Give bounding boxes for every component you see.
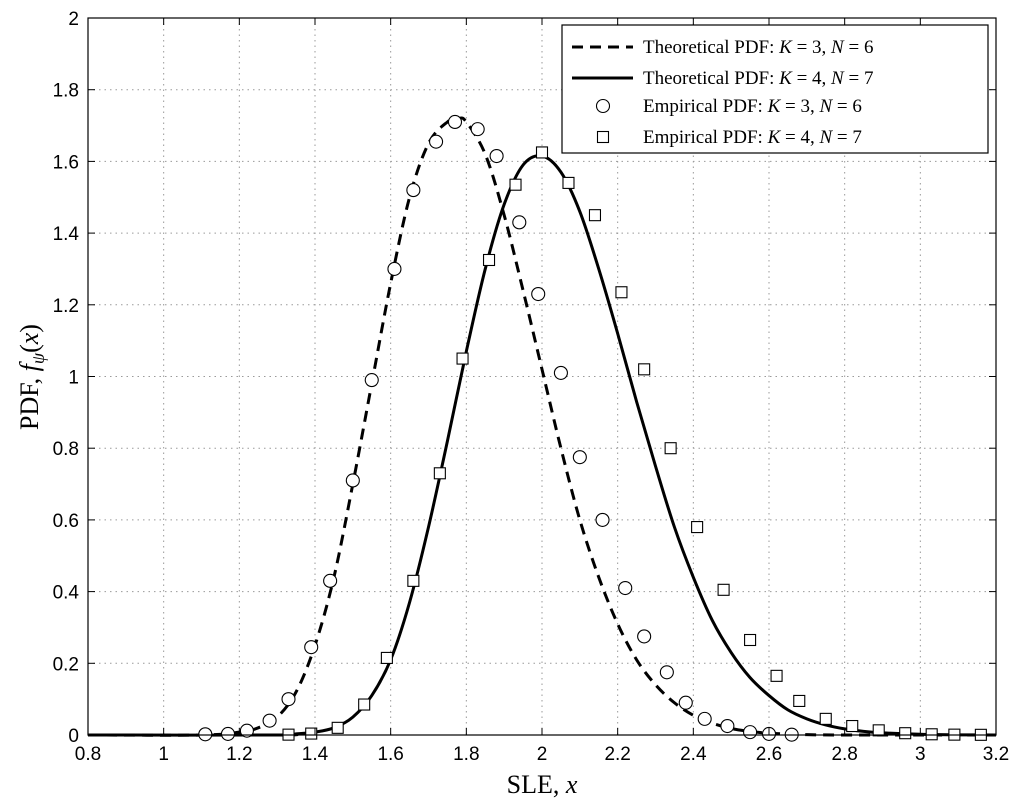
x-tick-label: 2.6 bbox=[756, 744, 782, 765]
y-tick-label: 1.4 bbox=[53, 224, 80, 245]
series-3-point bbox=[509, 178, 522, 191]
series-2-point bbox=[572, 450, 587, 465]
y-tick-label: 0 bbox=[68, 726, 79, 747]
series-3-point bbox=[664, 442, 677, 455]
legend-label: Theoretical PDF: K = 3, N = 6 bbox=[643, 37, 873, 58]
series-2-point bbox=[429, 134, 444, 149]
series-3-point bbox=[846, 719, 859, 733]
series-3-point bbox=[535, 146, 549, 159]
series-2-point bbox=[239, 723, 254, 738]
x-tick-label: 1.6 bbox=[377, 744, 403, 765]
y-axis-title: PDF, fψ(x) bbox=[15, 324, 48, 430]
y-tick-label: 0.8 bbox=[53, 439, 79, 460]
x-tick-label: 0.8 bbox=[75, 744, 101, 765]
series-2-point bbox=[678, 695, 693, 710]
legend-marker-swatch bbox=[595, 98, 611, 114]
series-3-point bbox=[770, 669, 783, 682]
legend-label: Theoretical PDF: K = 4, N = 7 bbox=[643, 68, 873, 89]
series-2-point bbox=[304, 640, 319, 655]
x-tick-label: 1 bbox=[158, 744, 169, 765]
series-3-point bbox=[562, 176, 575, 189]
series-3-point bbox=[899, 727, 912, 740]
x-tick-label: 1.4 bbox=[302, 744, 329, 765]
x-tick-label: 3 bbox=[915, 744, 926, 765]
series-3-point bbox=[691, 521, 704, 534]
y-tick-label: 1 bbox=[68, 368, 79, 389]
series-3-point bbox=[380, 651, 393, 664]
x-tick-label: 2 bbox=[537, 744, 548, 765]
series-3-point bbox=[305, 727, 318, 740]
series-3-point bbox=[717, 583, 730, 596]
series-3-point bbox=[793, 694, 806, 707]
series-3-point bbox=[819, 712, 832, 725]
x-axis-title: SLE, x bbox=[507, 770, 578, 799]
grid bbox=[88, 18, 996, 735]
series-2-point bbox=[323, 573, 338, 588]
series-2-point bbox=[406, 183, 421, 198]
legend: Theoretical PDF: K = 3, N = 6 Theoretical… bbox=[561, 24, 989, 154]
series-2-point bbox=[364, 373, 379, 388]
series-3-point bbox=[588, 209, 602, 222]
series-2-point bbox=[198, 727, 213, 742]
series-2-point bbox=[531, 286, 546, 302]
legend-label: Empirical PDF: K = 3, N = 6 bbox=[643, 96, 862, 117]
tick-labels: 0.8 1 1.2 1.4 1.6 1.8 2 2.2 2.4 2.6 2.8 3 3.2 0 0.2 0.4… bbox=[53, 9, 1010, 765]
series-2-point bbox=[720, 718, 735, 734]
legend-marker-swatch bbox=[596, 130, 610, 144]
series-3-point bbox=[358, 698, 371, 711]
legend-entry: Theoretical PDF: K = 4, N = 7 bbox=[572, 68, 873, 89]
series-3-point bbox=[482, 253, 496, 267]
x-tick-label: 2.4 bbox=[680, 744, 707, 765]
series-2-point bbox=[697, 711, 712, 726]
legend-entry: Theoretical PDF: K = 3, N = 6 bbox=[572, 37, 873, 58]
legend-label: Empirical PDF: K = 4, N = 7 bbox=[643, 127, 862, 148]
series-3-point bbox=[615, 286, 628, 299]
series-2-point bbox=[659, 665, 674, 680]
y-tick-label: 1.8 bbox=[53, 81, 79, 102]
series-2-point bbox=[512, 215, 527, 230]
x-tick-label: 2.8 bbox=[831, 744, 857, 765]
axis-ticks bbox=[87, 17, 997, 736]
series-3-point bbox=[744, 633, 757, 647]
series-3-point bbox=[407, 574, 420, 587]
series-2-point bbox=[387, 261, 402, 277]
series-2-point bbox=[743, 725, 758, 740]
y-tick-label: 0.6 bbox=[53, 511, 79, 532]
x-tick-label: 3.2 bbox=[983, 744, 1009, 765]
legend-entry: Empirical PDF: K = 4, N = 7 bbox=[596, 127, 862, 148]
series-2-point bbox=[618, 580, 633, 596]
y-tick-label: 1.6 bbox=[53, 152, 79, 173]
x-tick-label: 1.2 bbox=[226, 744, 252, 765]
series-2-point bbox=[637, 629, 652, 644]
series-2-point bbox=[262, 713, 277, 728]
y-tick-label: 1.2 bbox=[53, 296, 79, 317]
x-tick-label: 1.8 bbox=[453, 744, 479, 765]
series-2-point bbox=[281, 692, 296, 707]
series-2-point bbox=[447, 114, 463, 130]
y-tick-label: 0.4 bbox=[53, 583, 80, 604]
x-tick-label: 2.2 bbox=[604, 744, 630, 765]
series-2-point bbox=[470, 122, 485, 137]
series-3-point bbox=[331, 721, 344, 734]
series-2-point bbox=[595, 512, 610, 527]
series-2-point bbox=[489, 148, 504, 164]
series-3-point bbox=[638, 363, 651, 376]
y-tick-label: 0.2 bbox=[53, 654, 79, 675]
series-2-point bbox=[345, 473, 360, 488]
series-2-point bbox=[220, 726, 236, 741]
series-3-point bbox=[433, 467, 446, 480]
legend-entry: Empirical PDF: K = 3, N = 6 bbox=[595, 96, 862, 117]
series-3-point bbox=[925, 728, 938, 741]
series-3-point bbox=[872, 724, 885, 737]
series-2-point bbox=[553, 365, 568, 380]
y-tick-label: 2 bbox=[68, 9, 79, 30]
series-3-point bbox=[456, 352, 469, 365]
